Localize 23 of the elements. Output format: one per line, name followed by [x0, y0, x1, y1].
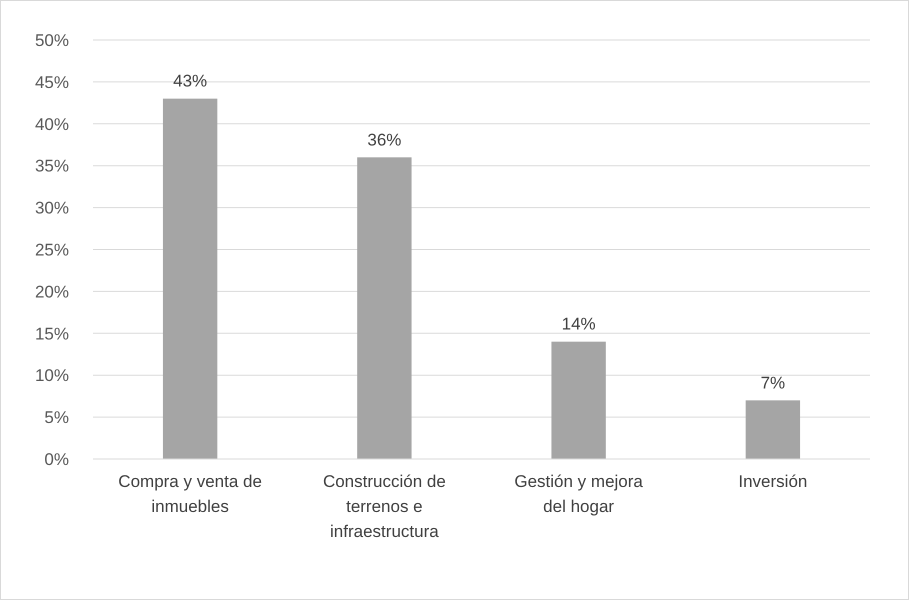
bar [746, 400, 800, 459]
bar [357, 157, 412, 459]
y-tick-label: 25% [34, 240, 69, 260]
data-label: 14% [562, 314, 596, 334]
y-tick-label: 0% [44, 450, 69, 469]
data-label: 7% [760, 373, 786, 392]
bar [162, 98, 218, 459]
bar [551, 342, 606, 459]
y-tick-label: 30% [34, 198, 69, 218]
x-tick-label: Gestión y mejora del hogar [514, 472, 644, 516]
y-tick-label: 45% [34, 72, 69, 92]
data-label: 43% [173, 72, 208, 91]
data-label: 36% [367, 130, 402, 150]
y-tick-label: 5% [44, 408, 69, 428]
y-tick-label: 10% [34, 366, 69, 386]
y-tick-label: 40% [34, 114, 69, 134]
y-tick-label: 35% [34, 156, 69, 176]
y-tick-label: 20% [34, 282, 69, 302]
y-tick-label: 15% [34, 324, 69, 344]
x-tick-label: Compra y venta de inmuebles [118, 472, 262, 516]
y-tick-label: 50% [34, 30, 69, 50]
x-tick-label: Inversión [738, 472, 808, 491]
x-tick-label: Construcción de terrenos e infraestructura [322, 472, 446, 541]
